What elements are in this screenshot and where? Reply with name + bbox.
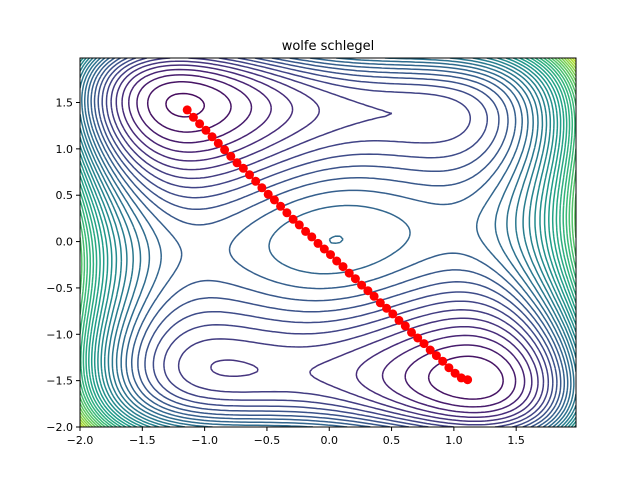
path-point xyxy=(294,220,304,230)
y-tick-label: 1.5 xyxy=(56,97,74,110)
optimizer-path xyxy=(182,105,473,385)
x-tick-label: 0.5 xyxy=(383,434,401,447)
contour-level xyxy=(80,58,576,427)
contour-level xyxy=(80,58,576,427)
contour-level xyxy=(165,92,205,118)
path-point xyxy=(263,189,273,199)
path-point xyxy=(338,262,348,272)
path-point xyxy=(201,125,211,135)
path-point xyxy=(232,158,242,168)
path-point xyxy=(388,309,398,319)
path-point xyxy=(369,291,379,301)
contour-level xyxy=(81,58,575,427)
path-point xyxy=(326,250,335,260)
contour-level xyxy=(93,58,562,427)
contour-level xyxy=(80,58,576,427)
x-tick-label: −1.0 xyxy=(191,434,218,447)
contour-level xyxy=(146,81,504,400)
y-tick-label: −1.5 xyxy=(46,375,73,388)
path-point xyxy=(332,256,342,266)
x-tick-label: 1.5 xyxy=(507,434,525,447)
path-point xyxy=(245,170,254,180)
path-point xyxy=(400,321,410,331)
path-point xyxy=(276,201,286,211)
path-point xyxy=(319,244,329,254)
contour-level xyxy=(80,58,576,427)
path-point xyxy=(269,195,279,205)
path-point xyxy=(419,339,429,349)
path-point xyxy=(213,138,223,148)
contour-level xyxy=(80,58,576,427)
contour-level xyxy=(80,58,576,427)
path-point xyxy=(413,333,423,343)
contour-level xyxy=(80,58,576,427)
contour-level xyxy=(80,58,576,427)
path-point xyxy=(226,151,236,161)
contour-level xyxy=(87,58,569,427)
path-point xyxy=(301,226,311,236)
contour-level xyxy=(80,58,576,427)
x-tick-label: −2.0 xyxy=(67,434,94,447)
path-point xyxy=(282,208,292,218)
contour-level xyxy=(101,58,554,427)
contour-level xyxy=(80,58,576,427)
path-point xyxy=(444,363,454,373)
path-point xyxy=(207,132,217,142)
y-tick-label: −0.5 xyxy=(46,282,73,295)
contour-level xyxy=(121,64,533,419)
path-point xyxy=(350,274,360,284)
path-point xyxy=(182,105,192,115)
path-point xyxy=(307,232,317,242)
path-point xyxy=(463,375,473,385)
path-point xyxy=(363,286,373,296)
contour-level xyxy=(97,58,558,427)
x-tick-label: −1.5 xyxy=(129,434,156,447)
y-axis: −2.0 −1.5 −1.0 −0.5 0.0 0.5 1.0 1.5 xyxy=(46,97,80,434)
path-point xyxy=(188,112,198,122)
x-axis: −2.0 −1.5 −1.0 −0.5 0.0 0.5 1.0 1.5 xyxy=(67,427,525,447)
contour-lines xyxy=(80,58,576,427)
path-point xyxy=(450,368,460,378)
y-tick-label: −2.0 xyxy=(46,421,73,434)
path-point xyxy=(238,163,248,173)
path-point xyxy=(431,351,441,361)
chart-title: wolfe schlegel xyxy=(282,39,375,54)
path-point xyxy=(407,327,416,337)
path-point xyxy=(425,345,435,355)
path-point xyxy=(357,280,367,290)
path-point xyxy=(394,315,404,325)
y-tick-label: 0.5 xyxy=(56,189,74,202)
x-tick-label: 1.0 xyxy=(445,434,463,447)
path-point xyxy=(257,183,267,193)
path-point xyxy=(375,298,385,308)
path-point xyxy=(251,176,261,186)
contour-level xyxy=(90,58,566,427)
x-tick-label: 0.0 xyxy=(320,434,338,447)
path-point xyxy=(220,145,230,155)
contour-level xyxy=(80,58,576,427)
contour-level xyxy=(83,58,572,427)
path-point xyxy=(382,303,392,313)
plot-frame xyxy=(79,57,577,428)
contour-level xyxy=(110,58,545,426)
y-tick-label: 1.0 xyxy=(56,143,74,156)
contour-level xyxy=(115,60,539,423)
y-tick-label: −1.0 xyxy=(46,328,73,341)
path-point xyxy=(288,214,298,224)
path-point xyxy=(344,268,354,278)
path-point xyxy=(438,356,448,366)
contour-level xyxy=(128,68,526,414)
contour-level xyxy=(80,58,576,427)
contour-level xyxy=(80,58,576,427)
y-tick-label: 0.0 xyxy=(56,236,74,249)
path-point xyxy=(313,238,323,248)
path-point xyxy=(195,119,205,129)
contour-level xyxy=(80,58,576,427)
x-tick-label: −0.5 xyxy=(254,434,281,447)
